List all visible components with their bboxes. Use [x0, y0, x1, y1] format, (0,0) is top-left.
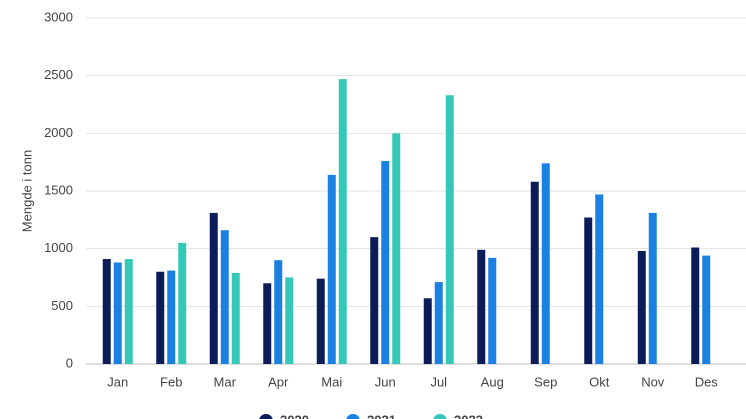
y-tick-label: 1000 — [44, 240, 73, 255]
legend-marker — [259, 414, 273, 419]
bar — [477, 249, 486, 364]
legend-label: 2021 — [367, 412, 396, 419]
bar — [637, 250, 646, 364]
bar — [209, 212, 218, 364]
bar — [691, 247, 700, 364]
y-tick-label: 500 — [51, 298, 73, 313]
y-tick-label: 2500 — [44, 67, 73, 82]
bar — [263, 283, 272, 364]
legend-label: 2022 — [454, 412, 483, 419]
bar — [274, 260, 283, 364]
bar — [445, 95, 454, 365]
x-tick-label: Mar — [214, 374, 237, 389]
bar — [434, 282, 443, 364]
bar — [338, 79, 347, 365]
x-tick-label: Jan — [107, 374, 128, 389]
x-tick-label: Des — [695, 374, 719, 389]
bar — [113, 262, 122, 364]
x-tick-label: Sep — [534, 374, 557, 389]
bar — [423, 298, 432, 364]
bar — [178, 242, 187, 364]
bar — [156, 271, 165, 364]
bar — [530, 181, 539, 364]
bar — [316, 278, 325, 364]
legend-marker — [433, 414, 447, 419]
y-tick-label: 0 — [66, 355, 73, 370]
bar — [541, 163, 550, 364]
y-tick-label: 2000 — [44, 125, 73, 140]
x-tick-label: Aug — [481, 374, 504, 389]
bar — [327, 174, 336, 364]
bar — [381, 161, 390, 364]
x-tick-label: Nov — [641, 374, 665, 389]
y-axis-label: Mengde i tonn — [19, 150, 34, 232]
legend-marker — [346, 414, 360, 419]
x-tick-label: Apr — [268, 374, 289, 389]
bar — [584, 217, 593, 364]
bar — [702, 255, 711, 364]
bar — [392, 133, 401, 364]
x-tick-label: Jun — [375, 374, 396, 389]
bar — [488, 257, 497, 364]
bar — [231, 272, 240, 364]
x-tick-label: Feb — [160, 374, 182, 389]
bar — [124, 259, 133, 364]
bar — [167, 270, 176, 364]
x-tick-label: Okt — [589, 374, 610, 389]
bar — [595, 194, 604, 364]
y-tick-label: 3000 — [44, 9, 73, 24]
x-tick-label: Mai — [321, 374, 342, 389]
legend-label: 2020 — [280, 412, 309, 419]
bar — [285, 277, 294, 364]
bar — [102, 259, 111, 364]
bar — [220, 230, 229, 364]
bar — [370, 237, 379, 364]
bar — [648, 212, 657, 364]
y-tick-label: 1500 — [44, 182, 73, 197]
x-tick-label: Jul — [430, 374, 447, 389]
